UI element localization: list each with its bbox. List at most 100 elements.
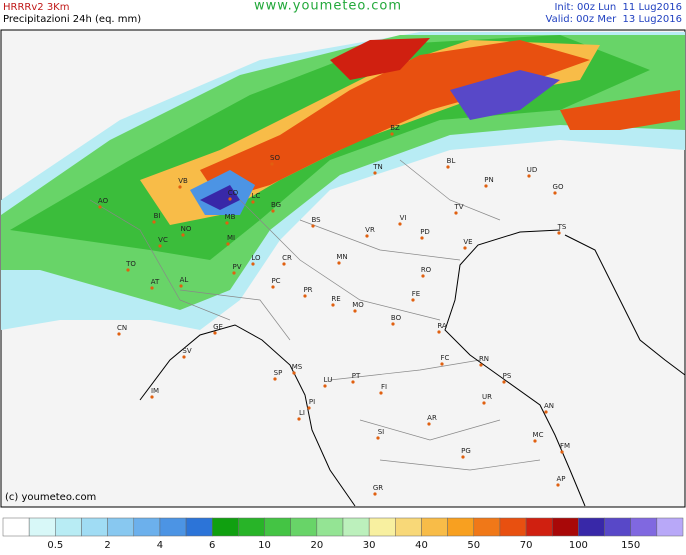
city-dot bbox=[271, 209, 275, 213]
city-dot bbox=[427, 422, 431, 426]
city-dot bbox=[376, 436, 380, 440]
city-dot bbox=[282, 262, 286, 266]
legend-swatch bbox=[604, 517, 631, 537]
province-label: PS bbox=[503, 372, 512, 380]
legend-label: 40 bbox=[415, 540, 428, 551]
city-dot bbox=[126, 268, 130, 272]
city-dot bbox=[271, 285, 275, 289]
product-label: Precipitazioni 24h (eq. mm) bbox=[3, 14, 141, 25]
city-dot bbox=[502, 380, 506, 384]
province-label: AR bbox=[427, 414, 437, 422]
legend-swatch bbox=[2, 517, 30, 537]
coastline bbox=[139, 229, 686, 507]
city-dot bbox=[411, 298, 415, 302]
province-label: GR bbox=[373, 484, 383, 492]
legend-swatch bbox=[551, 517, 579, 537]
province-label: CR bbox=[282, 254, 292, 262]
province-label: GE bbox=[213, 323, 223, 331]
legend-swatch bbox=[81, 517, 108, 537]
city-dot bbox=[292, 371, 296, 375]
province-label: MC bbox=[533, 431, 544, 439]
city-dot bbox=[225, 221, 229, 225]
province-label: LC bbox=[252, 192, 261, 200]
city-dot bbox=[446, 165, 450, 169]
map: VB CO LC SO BZ TN BL PN UD GO TS TV VE PD VI VR BS BG MB MI… bbox=[0, 29, 686, 508]
legend-swatch bbox=[447, 517, 475, 537]
province-label: TS bbox=[557, 223, 567, 231]
legend-swatch bbox=[211, 517, 239, 537]
province-label: LI bbox=[299, 409, 305, 417]
city-dot bbox=[557, 231, 561, 235]
city-dot bbox=[152, 220, 156, 224]
province-labels: VB CO LC SO BZ TN BL PN UD GO TS TV VE PD VI VR BS BG MB MI… bbox=[98, 124, 570, 496]
province-label: FI bbox=[381, 383, 387, 391]
city-dot bbox=[556, 483, 560, 487]
city-dot bbox=[150, 286, 154, 290]
province-label: PG bbox=[461, 447, 471, 455]
city-dot bbox=[479, 363, 483, 367]
province-label: FM bbox=[560, 442, 570, 450]
legend-label: 70 bbox=[520, 540, 533, 551]
province-label: NO bbox=[181, 225, 192, 233]
province-label: UR bbox=[482, 393, 492, 401]
province-label: PN bbox=[484, 176, 493, 184]
province-label: MI bbox=[227, 234, 235, 242]
province-label: FE bbox=[412, 290, 420, 298]
city-dot bbox=[158, 244, 162, 248]
city-dot bbox=[544, 410, 548, 414]
city-dot bbox=[270, 162, 274, 166]
province-label: CN bbox=[117, 324, 127, 332]
legend-swatch bbox=[290, 517, 318, 537]
city-dot bbox=[251, 200, 255, 204]
city-dot bbox=[179, 284, 183, 288]
legend-label: 0.5 bbox=[47, 540, 63, 551]
city-dot bbox=[440, 362, 444, 366]
city-dot bbox=[379, 391, 383, 395]
legend-label: 6 bbox=[209, 540, 215, 551]
city-dot bbox=[390, 132, 394, 136]
legend-swatch bbox=[421, 517, 448, 537]
city-dot bbox=[421, 274, 425, 278]
province-label: AT bbox=[151, 278, 160, 286]
province-label: MO bbox=[352, 301, 364, 309]
legend-label: 2 bbox=[104, 540, 110, 551]
legend-swatch bbox=[342, 517, 370, 537]
city-dot bbox=[461, 455, 465, 459]
legend-label: 30 bbox=[363, 540, 376, 551]
province-label: TV bbox=[453, 203, 463, 211]
legend-swatch bbox=[578, 517, 605, 537]
legend-label: 20 bbox=[310, 540, 323, 551]
region-borders bbox=[89, 159, 541, 471]
province-label: RE bbox=[331, 295, 340, 303]
province-label: BL bbox=[447, 157, 456, 165]
city-dot bbox=[117, 332, 121, 336]
province-label: BZ bbox=[390, 124, 400, 132]
province-label: SV bbox=[182, 347, 191, 355]
city-dot bbox=[463, 246, 467, 250]
province-label: GO bbox=[553, 183, 564, 191]
city-dot bbox=[437, 330, 441, 334]
city-dot bbox=[150, 395, 154, 399]
city-dot bbox=[482, 401, 486, 405]
province-label: AN bbox=[544, 402, 554, 410]
legend-label: 50 bbox=[467, 540, 480, 551]
city-dot bbox=[484, 184, 488, 188]
city-dot bbox=[353, 309, 357, 313]
city-dot bbox=[373, 492, 377, 496]
precipitation-field bbox=[1, 32, 685, 330]
province-label: BI bbox=[154, 212, 161, 220]
province-label: MB bbox=[225, 213, 236, 221]
city-dot bbox=[303, 294, 307, 298]
city-dot bbox=[337, 261, 341, 265]
city-dot bbox=[181, 233, 185, 237]
valid-label: Valid: 00z Mer 13 Lug2016 bbox=[546, 14, 682, 25]
province-label: PI bbox=[309, 398, 315, 406]
legend-swatch bbox=[264, 517, 291, 537]
province-label: MN bbox=[336, 253, 347, 261]
province-label: RO bbox=[421, 266, 432, 274]
city-dot bbox=[420, 236, 424, 240]
province-label: SP bbox=[274, 369, 283, 377]
province-label: LU bbox=[324, 376, 333, 384]
province-label: SO bbox=[270, 154, 280, 162]
legend-swatch bbox=[185, 517, 213, 537]
